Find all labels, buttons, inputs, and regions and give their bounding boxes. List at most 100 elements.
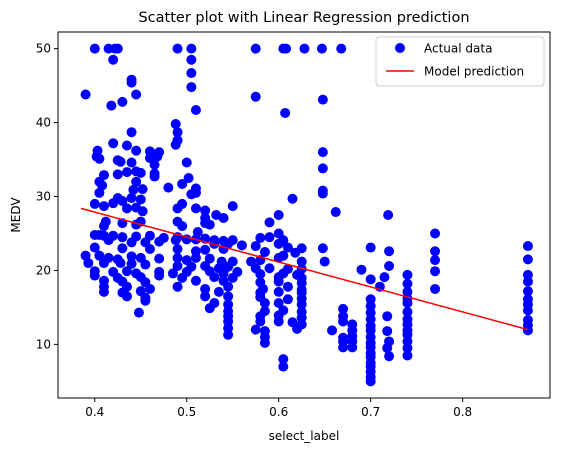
data-point bbox=[317, 94, 328, 105]
data-point bbox=[89, 198, 100, 209]
data-point bbox=[402, 269, 413, 280]
data-point bbox=[172, 261, 183, 272]
data-point bbox=[299, 43, 310, 54]
data-point bbox=[137, 206, 148, 217]
data-point bbox=[108, 54, 119, 65]
data-point bbox=[204, 303, 215, 314]
data-point bbox=[117, 96, 128, 107]
x-tick-label: 0.6 bbox=[269, 405, 288, 419]
x-tick-label: 0.5 bbox=[177, 405, 196, 419]
data-point bbox=[382, 326, 393, 337]
data-point bbox=[255, 269, 266, 280]
chart-title: Scatter plot with Linear Regression pred… bbox=[138, 10, 469, 26]
data-point bbox=[255, 232, 266, 243]
data-point bbox=[177, 178, 188, 189]
data-point bbox=[137, 184, 148, 195]
data-point bbox=[282, 294, 293, 305]
data-point bbox=[172, 281, 183, 292]
data-point bbox=[200, 291, 211, 302]
data-point bbox=[282, 242, 293, 253]
data-point bbox=[223, 329, 234, 340]
data-point bbox=[317, 188, 328, 199]
data-point bbox=[186, 54, 197, 65]
data-point bbox=[115, 258, 126, 269]
data-point bbox=[126, 251, 137, 262]
data-point bbox=[204, 219, 215, 230]
data-point bbox=[172, 252, 183, 263]
data-point bbox=[296, 299, 307, 310]
data-point bbox=[402, 297, 413, 308]
data-point bbox=[292, 323, 303, 334]
data-point bbox=[273, 210, 284, 220]
data-point bbox=[117, 243, 128, 254]
data-point bbox=[112, 43, 123, 54]
data-point bbox=[172, 244, 183, 255]
data-point bbox=[319, 256, 330, 267]
data-point bbox=[94, 187, 105, 198]
y-tick-label: 40 bbox=[36, 116, 51, 130]
data-point bbox=[365, 274, 376, 285]
data-point bbox=[223, 281, 234, 292]
data-point bbox=[522, 286, 533, 297]
data-point bbox=[282, 281, 293, 292]
data-point bbox=[273, 286, 284, 297]
data-point bbox=[190, 203, 201, 214]
data-point bbox=[126, 192, 137, 203]
x-tick-label: 0.7 bbox=[361, 405, 380, 419]
data-point bbox=[327, 325, 338, 336]
data-point bbox=[522, 254, 533, 265]
data-point bbox=[278, 354, 289, 365]
legend-label-actual-data: Actual data bbox=[424, 42, 492, 56]
legend-label-model-prediction: Model prediction bbox=[424, 65, 524, 79]
data-point bbox=[317, 147, 328, 158]
data-point bbox=[317, 163, 328, 174]
data-point bbox=[280, 107, 291, 118]
legend-box bbox=[375, 36, 545, 87]
data-point bbox=[430, 283, 441, 294]
data-point bbox=[330, 207, 341, 218]
data-point bbox=[402, 343, 413, 354]
x-tick-label: 0.8 bbox=[453, 405, 472, 419]
data-point bbox=[170, 119, 181, 130]
data-point bbox=[522, 305, 533, 316]
data-point bbox=[365, 242, 376, 253]
data-point bbox=[209, 272, 220, 283]
data-point bbox=[183, 173, 194, 184]
data-point bbox=[264, 263, 275, 274]
data-point bbox=[379, 272, 390, 283]
data-point bbox=[144, 283, 155, 294]
data-point bbox=[264, 232, 275, 243]
plot-frame bbox=[57, 31, 551, 399]
data-point bbox=[218, 268, 229, 279]
data-point bbox=[190, 105, 201, 116]
data-point bbox=[80, 89, 91, 100]
data-point bbox=[200, 205, 211, 216]
data-point bbox=[117, 232, 128, 243]
data-point bbox=[190, 275, 201, 286]
data-point bbox=[430, 228, 441, 239]
data-point bbox=[172, 203, 183, 214]
data-point bbox=[338, 303, 349, 314]
y-tick-label: 50 bbox=[36, 42, 51, 56]
legend-marker-actual-data bbox=[395, 43, 405, 53]
data-point bbox=[167, 268, 178, 279]
data-point bbox=[131, 176, 142, 187]
data-point bbox=[121, 291, 132, 302]
data-point bbox=[522, 325, 533, 336]
regression-line bbox=[80, 207, 529, 331]
x-tick-label: 0.4 bbox=[85, 405, 104, 419]
y-tick-label: 10 bbox=[36, 337, 51, 351]
data-point bbox=[89, 242, 100, 253]
data-point bbox=[154, 236, 165, 247]
data-point bbox=[278, 361, 289, 372]
data-point bbox=[108, 198, 119, 209]
data-point bbox=[255, 316, 266, 327]
data-point bbox=[177, 221, 188, 232]
y-axis-label: MEDV bbox=[9, 197, 23, 233]
data-point bbox=[186, 189, 197, 200]
data-point bbox=[250, 241, 261, 252]
data-point bbox=[382, 311, 393, 322]
data-point bbox=[121, 167, 132, 178]
y-tick-label: 30 bbox=[36, 190, 51, 204]
